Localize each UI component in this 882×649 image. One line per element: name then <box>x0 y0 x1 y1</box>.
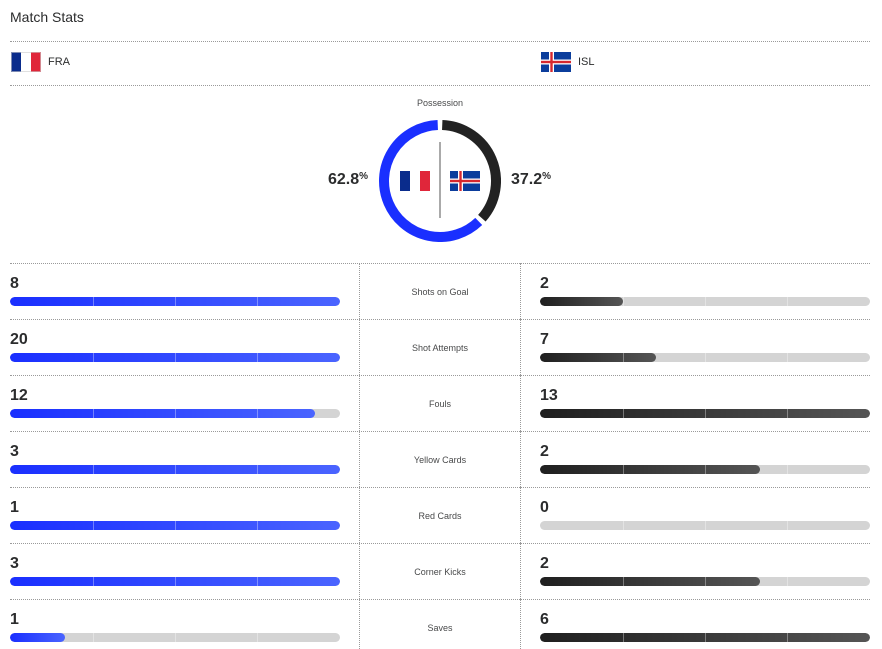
divider <box>10 487 870 488</box>
stat-away-bar-fill <box>540 633 870 642</box>
stat-home-value: 12 <box>10 387 28 404</box>
stat-label: Red Cards <box>418 511 462 521</box>
stat-home-bar <box>10 633 340 642</box>
stat-away-value: 13 <box>540 387 558 404</box>
stat-home-value: 20 <box>10 331 28 348</box>
possession-away-value: 37.2% <box>511 171 552 188</box>
stat-row: 3 Corner Kicks 2 <box>0 543 882 599</box>
stat-away-value: 2 <box>540 443 549 460</box>
divider <box>520 487 521 543</box>
divider <box>520 375 521 431</box>
stat-home-bar-fill <box>10 409 315 418</box>
stat-row: 1 Red Cards 0 <box>0 487 882 543</box>
stat-away-value: 2 <box>540 555 549 572</box>
page-title: Match Stats <box>10 9 84 25</box>
iceland-flag-icon <box>541 52 571 72</box>
divider <box>359 431 360 487</box>
stat-away-bar <box>540 297 870 306</box>
divider <box>359 263 360 319</box>
stat-label: Yellow Cards <box>413 455 467 465</box>
stat-away-value: 6 <box>540 611 549 628</box>
divider <box>10 41 870 42</box>
possession-label: Possession <box>416 98 464 108</box>
stat-away-value: 2 <box>540 275 549 292</box>
stat-row: 12 Fouls 13 <box>0 375 882 431</box>
divider <box>520 431 521 487</box>
france-flag-icon <box>11 52 41 72</box>
divider <box>520 543 521 599</box>
stat-home-value: 8 <box>10 275 19 292</box>
team-home-abbr: FRA <box>48 56 70 68</box>
stat-row: 20 Shot Attempts 7 <box>0 319 882 375</box>
stat-home-bar <box>10 465 340 474</box>
france-flag-icon <box>400 171 430 191</box>
team-away-abbr: ISL <box>578 56 595 68</box>
stat-label: Shots on Goal <box>411 287 469 297</box>
team-home: FRA <box>11 52 70 72</box>
stat-home-bar-fill <box>10 353 340 362</box>
stat-away-bar <box>540 465 870 474</box>
stat-row: 3 Yellow Cards 2 <box>0 431 882 487</box>
stat-home-bar-fill <box>10 633 66 642</box>
divider <box>359 375 360 431</box>
stat-home-bar-fill <box>10 577 340 586</box>
stat-home-bar <box>10 577 340 586</box>
divider <box>10 319 870 320</box>
divider <box>520 263 521 319</box>
divider <box>359 319 360 375</box>
divider <box>10 263 870 264</box>
stat-home-bar <box>10 409 340 418</box>
stats-table: 8 Shots on Goal 2 20 Shot Attempts 7 12 … <box>0 263 882 649</box>
stat-home-bar-fill <box>10 297 340 306</box>
stat-away-bar <box>540 633 870 642</box>
possession-arc-away <box>441 120 501 222</box>
stat-home-bar <box>10 297 340 306</box>
divider <box>359 543 360 599</box>
stat-home-bar <box>10 521 340 530</box>
team-away: ISL <box>541 52 595 72</box>
stat-home-value: 3 <box>10 555 19 572</box>
stat-label: Saves <box>427 623 453 633</box>
stat-row: 1 Saves 6 <box>0 599 882 649</box>
stat-away-value: 7 <box>540 331 549 348</box>
stat-away-bar <box>540 353 870 362</box>
stat-label: Shot Attempts <box>411 343 469 353</box>
stat-away-bar-fill <box>540 465 761 474</box>
possession-home-value: 62.8% <box>327 171 368 188</box>
stat-away-bar-fill <box>540 577 761 586</box>
divider <box>10 85 870 86</box>
stat-home-value: 3 <box>10 443 19 460</box>
divider <box>10 431 870 432</box>
stat-home-bar-fill <box>10 465 340 474</box>
divider <box>359 487 360 543</box>
stat-row: 8 Shots on Goal 2 <box>0 263 882 319</box>
divider <box>10 599 870 600</box>
iceland-flag-icon <box>450 171 480 191</box>
divider <box>10 543 870 544</box>
stat-away-bar-fill <box>540 297 623 306</box>
stat-away-bar <box>540 521 870 530</box>
divider <box>520 599 521 649</box>
divider <box>520 319 521 375</box>
stat-away-bar <box>540 577 870 586</box>
stat-label: Corner Kicks <box>414 567 466 577</box>
stat-home-value: 1 <box>10 499 19 516</box>
stat-away-bar <box>540 409 870 418</box>
divider <box>359 599 360 649</box>
stat-away-value: 0 <box>540 499 549 516</box>
stat-away-bar-fill <box>540 409 870 418</box>
possession-donut-chart <box>379 120 501 242</box>
stat-home-value: 1 <box>10 611 19 628</box>
stat-home-bar-fill <box>10 521 340 530</box>
stat-label: Fouls <box>428 399 451 409</box>
possession-arc-home <box>379 120 483 242</box>
divider <box>10 375 870 376</box>
stat-home-bar <box>10 353 340 362</box>
stat-away-bar-fill <box>540 353 656 362</box>
